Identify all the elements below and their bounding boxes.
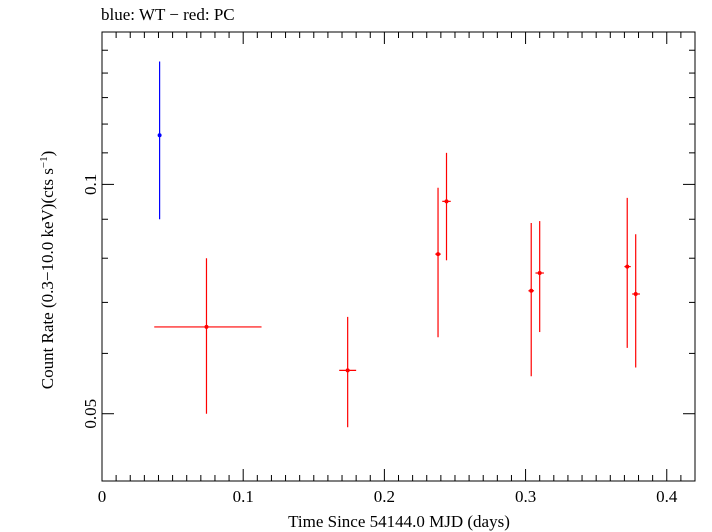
y-axis-label: Count Rate (0.3−10.0 keV)(cts s−1) — [38, 151, 57, 390]
data-marker — [633, 291, 638, 296]
series-wt — [157, 61, 162, 220]
data-point — [435, 187, 441, 338]
data-marker — [204, 324, 209, 329]
chart-title: blue: WT − red: PC — [101, 5, 235, 24]
data-marker — [625, 264, 630, 269]
x-tick-label: 0.3 — [515, 487, 536, 506]
y-tick-label: 0.05 — [81, 399, 100, 429]
data-marker — [157, 133, 162, 138]
data-point — [157, 61, 162, 220]
data-marker — [444, 199, 449, 204]
x-axis-label: Time Since 54144.0 MJD (days) — [288, 512, 510, 531]
x-tick-label: 0.2 — [374, 487, 395, 506]
data-marker — [345, 368, 350, 373]
data-point — [442, 152, 451, 261]
y-axis-label-close: ) — [38, 151, 57, 157]
data-marker — [529, 288, 534, 293]
data-marker — [436, 252, 441, 257]
data-point — [632, 234, 640, 368]
x-axis: 0 0.1 0.2 0.3 0.4 — [98, 32, 696, 506]
plot-frame — [101, 31, 696, 482]
y-axis-label-exponent: −1 — [38, 156, 50, 168]
y-tick-label: 0.1 — [81, 174, 100, 195]
axes-frame — [101, 31, 696, 482]
data-marker — [537, 271, 542, 276]
data-point — [154, 258, 262, 414]
data-point — [624, 197, 631, 348]
x-tick-label: 0.1 — [233, 487, 254, 506]
data-points — [154, 61, 640, 428]
series-pc — [154, 152, 640, 428]
y-axis-label-main: Count Rate (0.3−10.0 keV)(cts s — [38, 168, 57, 389]
data-point — [528, 222, 535, 377]
x-tick-label: 0.4 — [656, 487, 678, 506]
y-axis: 0.05 0.1 — [81, 49, 695, 429]
x-tick-label: 0 — [98, 487, 107, 506]
data-point — [339, 316, 357, 428]
data-point — [535, 221, 544, 333]
